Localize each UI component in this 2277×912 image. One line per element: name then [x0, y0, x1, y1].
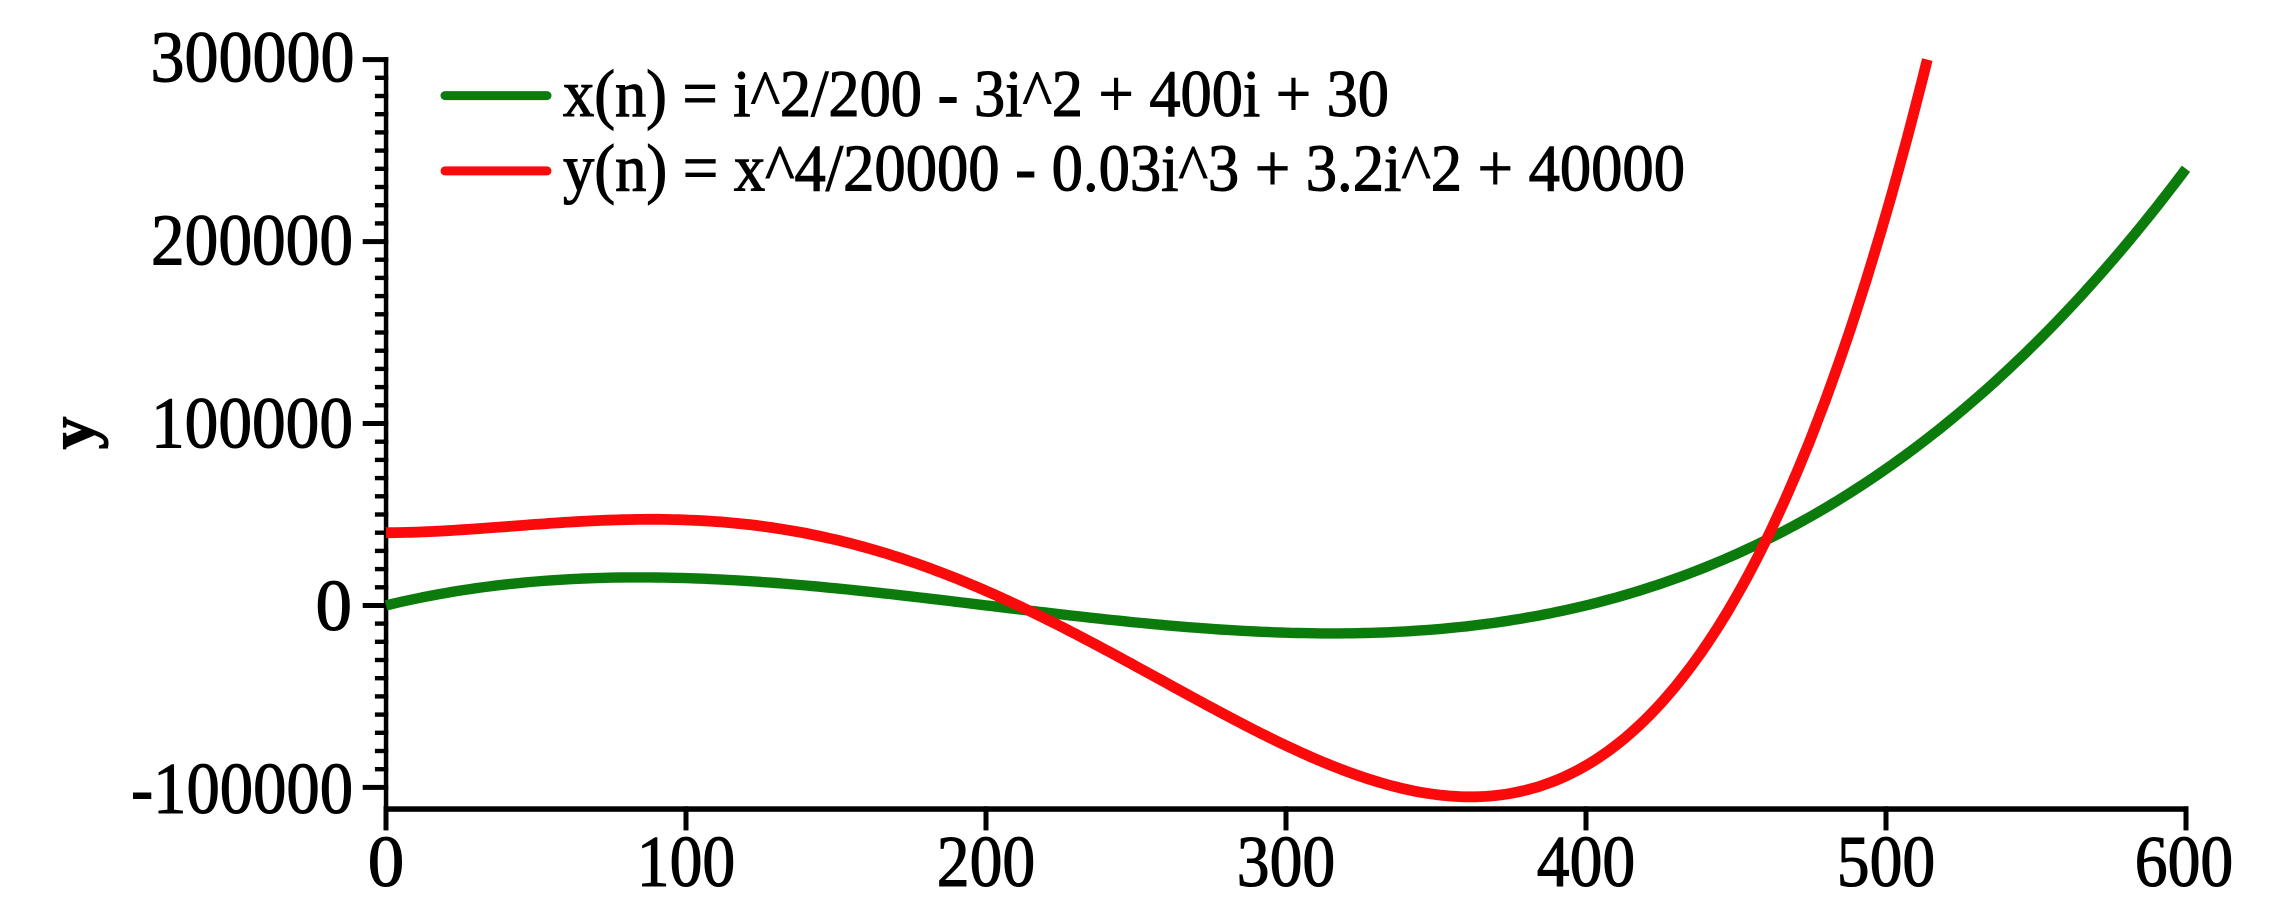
- svg-text:400: 400: [1537, 821, 1636, 902]
- svg-text:0: 0: [368, 821, 405, 902]
- svg-text:0: 0: [316, 565, 353, 646]
- svg-text:-100000: -100000: [131, 748, 353, 829]
- svg-text:300000: 300000: [151, 17, 355, 98]
- svg-text:y: y: [36, 417, 109, 450]
- svg-text:500: 500: [1837, 821, 1936, 902]
- svg-text:y(n) = x^4/20000 - 0.03i^3 + 3: y(n) = x^4/20000 - 0.03i^3 + 3.2i^2 + 40…: [563, 132, 1685, 206]
- svg-text:200000: 200000: [151, 199, 353, 280]
- svg-text:200: 200: [937, 821, 1036, 902]
- svg-text:x(n) = i^2/200 - 3i^2 + 400i +: x(n) = i^2/200 - 3i^2 + 400i + 30: [563, 57, 1389, 131]
- svg-text:600: 600: [2135, 821, 2234, 902]
- svg-text:300: 300: [1237, 821, 1336, 902]
- svg-text:100: 100: [637, 821, 736, 902]
- svg-text:100000: 100000: [151, 382, 353, 463]
